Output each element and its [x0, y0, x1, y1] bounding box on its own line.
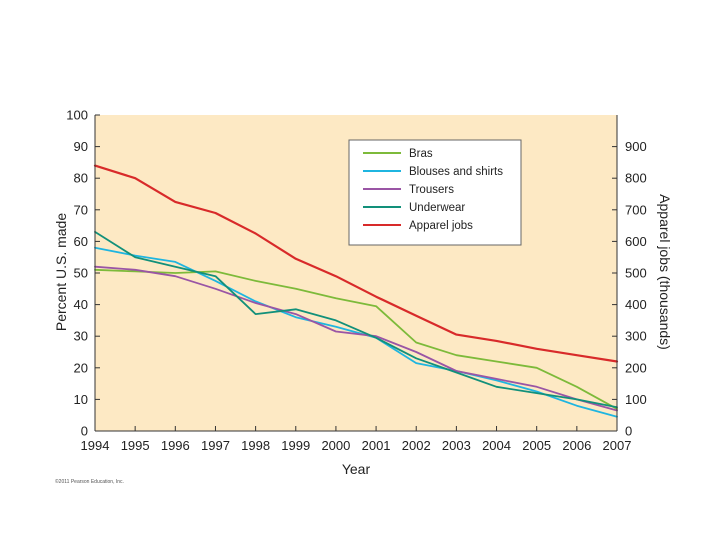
y-tick-labels: 0 10 20 30 40 50 60 70 80 90 100	[66, 108, 88, 439]
x-tick-label: 2004	[482, 438, 511, 453]
y-tick-label: 50	[74, 266, 88, 281]
y-tick-label: 80	[74, 171, 88, 186]
y-tick-label: 10	[74, 392, 88, 407]
x-tick-label: 2000	[321, 438, 350, 453]
x-tick-label: 1998	[241, 438, 270, 453]
x-tick-label: 1994	[81, 438, 110, 453]
y-tick-label: 30	[74, 329, 88, 344]
y-tick-label: 70	[74, 202, 88, 217]
x-axis-title: Year	[342, 461, 371, 477]
x-tick-label: 1995	[121, 438, 150, 453]
x-tick-label: 1996	[161, 438, 190, 453]
y-tick-label: 100	[66, 108, 88, 123]
y-tick-label: 0	[81, 424, 88, 439]
y2-axis-title: Apparel jobs (thousands)	[657, 194, 673, 350]
y2-tick-label: 500	[625, 266, 647, 281]
y2-tick-label: 700	[625, 202, 647, 217]
y2-tick-label: 600	[625, 234, 647, 249]
x-tick-label: 2007	[603, 438, 632, 453]
legend-label-trousers: Trousers	[409, 184, 454, 196]
x-tick-label: 2003	[442, 438, 471, 453]
legend-frame	[348, 139, 522, 246]
x-tick-label: 2001	[362, 438, 391, 453]
x-tick-label: 1997	[201, 438, 230, 453]
y2-tick-label: 100	[625, 392, 647, 407]
series-line-apparel-jobs	[93, 164, 619, 363]
y2-tick-label: 900	[625, 139, 647, 154]
legend-label-apparel-jobs: Apparel jobs	[409, 220, 473, 232]
legend-label-underwear: Underwear	[409, 202, 465, 214]
y-tick-label: 40	[74, 297, 88, 312]
y2-tick-label: 400	[625, 297, 647, 312]
y-tick-label: 20	[74, 360, 88, 375]
x-tick-label: 2002	[402, 438, 431, 453]
y2-tick-label: 800	[625, 171, 647, 186]
series-line-bras	[94, 268, 618, 410]
legend: Bras Blouses and shirts Trousers Underwear A…	[348, 139, 522, 246]
x-tick-label: 2005	[522, 438, 551, 453]
x-tick-label: 2006	[562, 438, 591, 453]
y-tick-label: 60	[74, 234, 88, 249]
series-line-underwear	[94, 230, 618, 409]
y-tick-label: 90	[74, 139, 88, 154]
x-tick-labels: 1994 1995 1996 1997 1998 1999 2000 2001 2002 2003…	[81, 438, 632, 453]
x-tick-label: 1999	[281, 438, 310, 453]
y2-tick-labels: 0 100 200 300 400 500 600 700 800 900	[625, 139, 647, 438]
y2-tick-label: 300	[625, 329, 647, 344]
y2-tick-label: 200	[625, 360, 647, 375]
legend-label-blouses-and-shirts: Blouses and shirts	[409, 166, 503, 178]
series-line-trousers	[94, 265, 618, 412]
y2-tick-label: 0	[625, 424, 632, 439]
y-axis-title: Percent U.S. made	[53, 213, 69, 331]
copyright-text: ©2011 Pearson Education, Inc.	[55, 478, 124, 485]
legend-label-bras: Bras	[409, 148, 433, 160]
series-lines	[93, 164, 619, 418]
series-line-blouses-and-shirts	[94, 246, 618, 418]
